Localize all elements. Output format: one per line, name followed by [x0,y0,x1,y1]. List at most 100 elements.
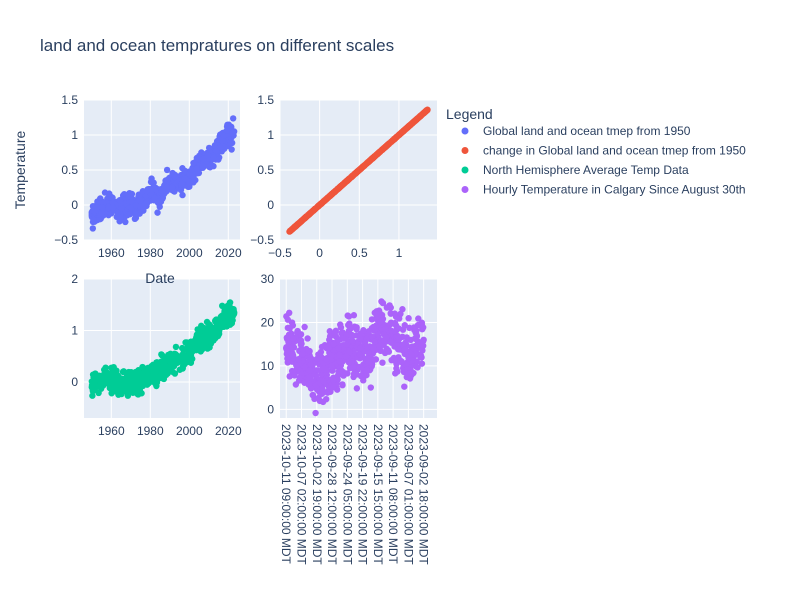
data-point[interactable] [342,353,350,361]
data-point[interactable] [226,302,233,309]
data-point[interactable] [116,196,123,204]
data-point[interactable] [151,185,158,193]
data-point[interactable] [185,183,192,191]
data-point[interactable] [350,312,358,319]
data-point[interactable] [417,353,424,361]
data-point[interactable] [159,195,166,202]
data-point[interactable] [168,355,175,363]
data-point[interactable] [227,140,234,147]
data-point[interactable] [388,339,395,346]
data-point[interactable] [181,175,188,182]
data-point[interactable] [120,368,127,375]
data-point[interactable] [406,122,413,129]
data-point[interactable] [229,130,236,137]
data-point[interactable] [327,192,334,199]
data-point[interactable] [340,368,347,376]
data-point[interactable] [365,349,372,356]
data-point[interactable] [309,391,317,399]
data-point[interactable] [147,178,155,186]
data-point[interactable] [143,187,150,195]
data-point[interactable] [163,166,171,174]
data-point[interactable] [194,333,201,341]
data-point[interactable] [394,132,402,139]
data-point[interactable] [319,385,326,393]
data-point[interactable] [160,359,168,366]
data-point[interactable] [382,143,390,150]
data-point[interactable] [90,216,98,224]
data-point[interactable] [206,338,213,345]
data-point[interactable] [91,378,98,385]
legend[interactable]: Legend Global land and ocean tmep from 1… [446,106,746,197]
data-point[interactable] [301,363,309,371]
data-point[interactable] [228,146,235,153]
data-point[interactable] [141,377,149,384]
data-point[interactable] [103,370,110,378]
data-point[interactable] [114,378,122,386]
legend-item[interactable]: change in Global land and ocean tmep fro… [461,144,747,158]
data-point[interactable] [187,346,195,353]
data-point[interactable] [419,324,427,331]
data-point[interactable] [301,323,308,331]
data-point[interactable] [322,196,329,204]
data-point[interactable] [204,152,212,159]
legend-item[interactable]: North Hemisphere Average Temp Data [461,163,689,177]
data-point[interactable] [376,318,384,326]
data-point[interactable] [417,112,425,119]
data-point[interactable] [382,325,389,333]
data-point[interactable] [391,357,398,364]
data-point[interactable] [284,359,291,366]
data-point[interactable] [190,179,197,186]
data-point[interactable] [212,334,219,342]
data-point[interactable] [385,348,393,355]
data-point[interactable] [312,409,319,417]
data-point[interactable] [361,162,368,169]
data-point[interactable] [143,199,150,207]
data-point[interactable] [320,378,327,385]
data-point[interactable] [139,363,146,371]
data-point[interactable] [158,351,165,358]
data-point[interactable] [345,313,353,320]
data-point[interactable] [157,372,164,380]
data-point[interactable] [370,345,377,352]
data-point[interactable] [286,309,293,317]
data-point[interactable] [363,366,370,373]
data-point[interactable] [290,335,297,342]
data-point[interactable] [296,374,304,381]
data-point[interactable] [393,365,400,372]
data-point[interactable] [109,194,116,201]
data-point[interactable] [124,392,132,399]
data-point[interactable] [368,333,376,340]
data-point[interactable] [364,343,371,351]
data-point[interactable] [391,310,398,317]
data-point[interactable] [131,371,138,379]
data-point[interactable] [412,116,420,124]
data-point[interactable] [365,327,373,335]
data-point[interactable] [288,351,296,358]
data-point[interactable] [353,371,360,378]
data-point[interactable] [119,383,127,391]
data-point[interactable] [208,162,215,169]
data-point[interactable] [378,298,385,305]
data-point[interactable] [292,381,300,388]
data-point[interactable] [373,310,380,318]
data-point[interactable] [118,204,125,212]
data-point[interactable] [325,343,332,350]
data-point[interactable] [151,194,158,202]
data-point[interactable] [169,368,176,376]
data-point[interactable] [326,328,334,335]
data-point[interactable] [412,326,419,333]
data-point[interactable] [202,327,209,335]
data-point[interactable] [172,343,180,351]
data-point[interactable] [163,183,171,191]
data-point[interactable] [371,338,378,345]
data-point[interactable] [137,197,144,204]
data-point[interactable] [190,159,197,167]
data-point[interactable] [109,204,116,211]
data-point[interactable] [89,371,97,378]
data-point[interactable] [284,348,291,355]
data-point[interactable] [418,360,426,367]
data-point[interactable] [324,389,331,396]
data-point[interactable] [415,315,422,322]
data-point[interactable] [128,198,135,205]
data-point[interactable] [122,218,129,226]
